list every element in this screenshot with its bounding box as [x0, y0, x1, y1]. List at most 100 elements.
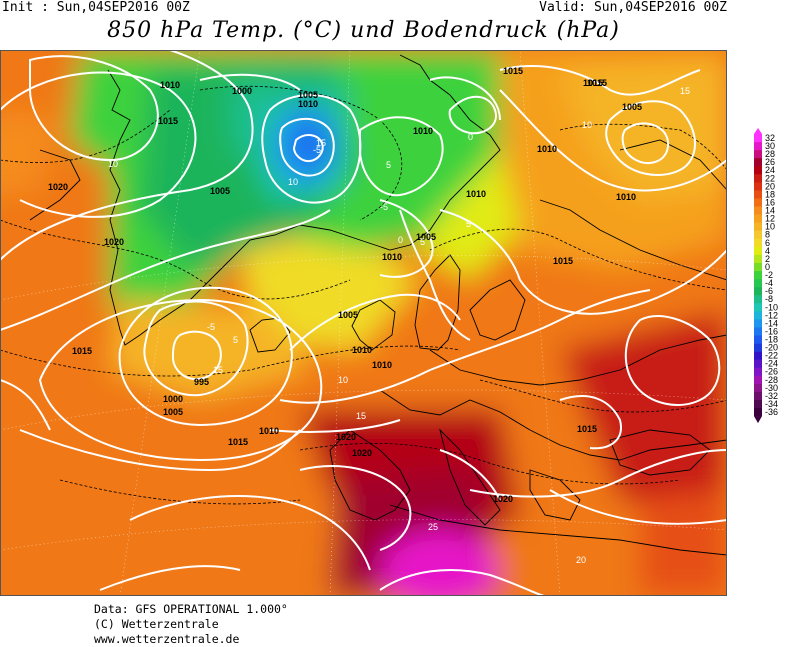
color-scale-label: 14: [765, 206, 775, 216]
isobar-label: 1020: [336, 432, 356, 442]
isobar-label: 1010: [259, 426, 279, 436]
color-scale-swatch: [754, 295, 762, 304]
isobar-label: 1015: [587, 78, 607, 88]
color-scale-label: -36: [765, 407, 778, 417]
color-scale-swatch: [754, 303, 762, 312]
color-scale-bottom-arrow: [754, 416, 762, 424]
color-scale-swatch: [754, 206, 762, 215]
color-scale-swatch: [754, 287, 762, 296]
isobar-label: 1010: [160, 80, 180, 90]
isobar-label: 1000: [163, 394, 183, 404]
color-scale-swatch: [754, 311, 762, 320]
isotherm-label: 10: [338, 375, 348, 385]
color-scale-swatch: [754, 190, 762, 199]
isobars: [0, 50, 727, 596]
color-scale-swatch: [754, 214, 762, 223]
color-scale-swatch: [754, 335, 762, 344]
color-scale-swatch: [754, 198, 762, 207]
color-scale-swatch: [754, 262, 762, 272]
color-scale-swatch: [754, 279, 762, 288]
data-source: Data: GFS OPERATIONAL 1.000°: [94, 602, 288, 616]
color-scale-label: 20: [765, 181, 775, 191]
color-scale-swatch: [754, 230, 762, 240]
color-scale-swatch: [754, 150, 762, 159]
temperature-field: [0, 50, 727, 596]
isotherm-label: -5: [313, 145, 321, 155]
color-scale-swatch: [754, 166, 762, 175]
isobar-label: 1005: [210, 186, 230, 196]
isobar-label: 1015: [158, 116, 178, 126]
color-scale-swatch: [754, 182, 762, 191]
isobar-label: 1010: [298, 99, 318, 109]
color-scale-label: -32: [765, 391, 778, 401]
color-scale-label: -34: [765, 399, 778, 409]
isotherm-label: 10: [108, 159, 118, 169]
color-scale-swatch: [754, 319, 762, 328]
isotherm-label: 20: [576, 555, 586, 565]
website-url: www.wetterzentrale.de: [94, 632, 240, 646]
color-scale-label: -24: [765, 359, 778, 369]
color-scale-swatch: [754, 271, 762, 280]
color-scale-label: -10: [765, 302, 778, 312]
isotherm-label: 10: [288, 177, 298, 187]
color-scale-swatch: [754, 134, 762, 143]
color-scale-label: -16: [765, 326, 778, 336]
isobar-label: 1010: [466, 189, 486, 199]
footer: Data: GFS OPERATIONAL 1.000° (C) Wetterz…: [94, 602, 288, 647]
isobar-label: 1015: [228, 437, 248, 447]
isotherm-label: 5: [466, 219, 471, 229]
isobar-label: 1010: [382, 252, 402, 262]
isotherm-label: -5: [207, 322, 215, 332]
isobar-label: 1005: [298, 90, 318, 100]
color-scale-label: -22: [765, 351, 778, 361]
coastlines: [29, 54, 727, 556]
color-scale-label: 16: [765, 197, 775, 207]
color-scale-label: -2: [765, 270, 773, 280]
color-scale-swatch: [754, 142, 762, 151]
color-scale-label: 12: [765, 214, 775, 224]
isobar-label: 1015: [72, 346, 92, 356]
color-scale-swatch: [754, 351, 762, 360]
color-scale-swatch: [754, 399, 762, 409]
isobar-label: 1005: [338, 310, 358, 320]
color-scale-swatch: [754, 367, 762, 377]
isobar-label: 1005: [416, 232, 436, 242]
color-scale-label: 22: [765, 173, 775, 183]
color-scale-label: -4: [765, 278, 773, 288]
color-scale-swatch: [754, 238, 762, 248]
color-scale-label: -18: [765, 335, 778, 345]
color-scale-swatch: [754, 408, 762, 417]
isotherm-label: 0: [398, 235, 403, 245]
isobar-label: 1015: [583, 78, 603, 88]
color-scale-label: -30: [765, 383, 778, 393]
isotherm-label: 0: [468, 132, 473, 142]
graticule: [0, 50, 727, 596]
color-scale: 32302826242220181614121086420-2-4-6-8-10…: [754, 128, 778, 424]
isobar-label: 1010: [372, 360, 392, 370]
isobar-label: 1020: [493, 494, 513, 504]
color-scale-label: -6: [765, 286, 773, 296]
isobar-label: 995: [194, 377, 209, 387]
isobar-label: 1015: [553, 256, 573, 266]
isotherm-label: 5: [233, 335, 238, 345]
color-scale-swatch: [754, 327, 762, 336]
isobar-label: 1005: [622, 102, 642, 112]
color-scale-swatch: [754, 174, 762, 183]
isobar-label: 1010: [413, 126, 433, 136]
color-scale-label: 4: [765, 246, 770, 256]
valid-time: Valid: Sun,04SEP2016 00Z: [539, 0, 727, 15]
color-scale-label: -28: [765, 375, 778, 385]
color-scale-label: 2: [765, 254, 770, 264]
isotherm-label: 15: [316, 138, 326, 148]
color-scale-top-arrow: [754, 128, 762, 134]
color-scale-swatch: [754, 375, 762, 385]
color-scale-label: 6: [765, 238, 770, 248]
color-scale-label: 32: [765, 133, 775, 143]
color-scale-swatch: [754, 254, 762, 264]
copyright: (C) Wetterzentrale: [94, 617, 219, 631]
isotherm-label: 15: [680, 86, 690, 96]
color-scale-label: -8: [765, 294, 773, 304]
color-scale-label: -20: [765, 343, 778, 353]
